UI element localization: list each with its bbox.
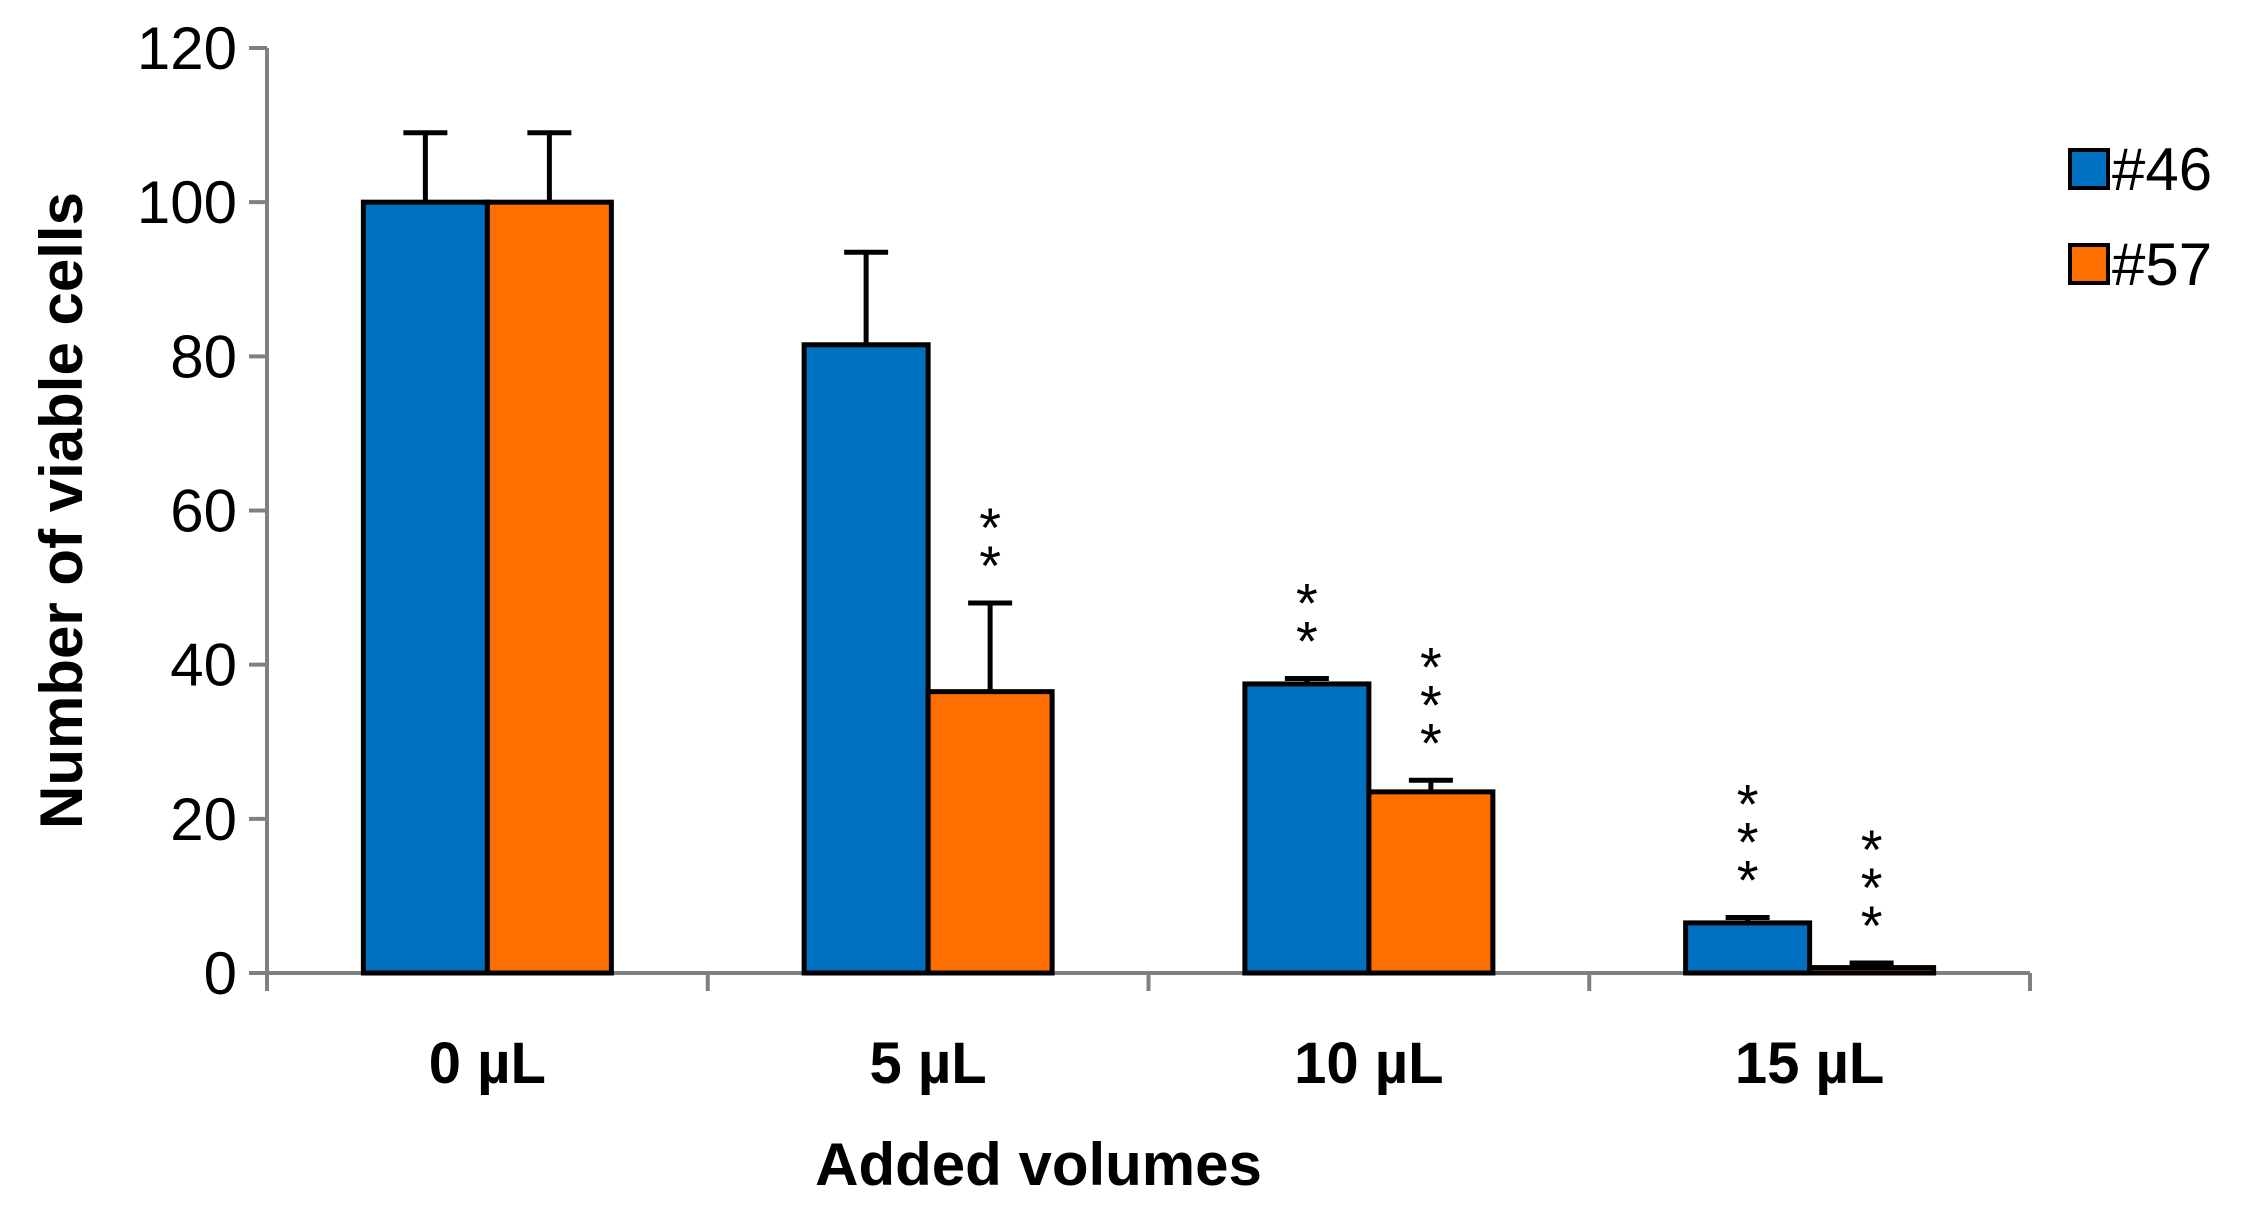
significance-marker: *	[1296, 572, 1318, 635]
y-tick-label: 0	[204, 940, 237, 1007]
significance-marker: *	[1737, 773, 1759, 836]
significance-marker: *	[1861, 856, 1883, 919]
significance-marker: *	[1420, 711, 1442, 774]
significance-marker: *	[1296, 610, 1318, 673]
y-tick-label: 120	[137, 15, 237, 82]
bar	[801, 342, 931, 976]
significance-marker: *	[1861, 818, 1883, 881]
y-tick-label: 80	[170, 323, 237, 390]
significance-marker: *	[979, 496, 1001, 559]
x-tick-label: 0 µL	[429, 1031, 546, 1096]
bars	[360, 130, 1937, 976]
y-tick-label: 40	[170, 632, 237, 699]
x-tick-label: 10 µL	[1294, 1031, 1443, 1096]
significance-marker: *	[1861, 894, 1883, 957]
bar	[360, 199, 490, 976]
y-tick-label: 60	[170, 478, 237, 545]
bar	[484, 199, 614, 976]
bar	[1242, 681, 1372, 976]
y-tick-label: 100	[137, 169, 237, 236]
bar	[925, 689, 1055, 976]
legend-swatch	[2068, 243, 2110, 285]
bar	[1366, 789, 1496, 976]
y-tick-label: 20	[170, 786, 237, 853]
y-axis-title: Number of viable cells	[28, 192, 95, 829]
significance-marker: *	[979, 534, 1001, 597]
legend-label: #57	[2112, 231, 2212, 298]
legend-swatch	[2068, 148, 2110, 190]
legend-label: #46	[2112, 136, 2212, 203]
significance-marker: *	[1737, 811, 1759, 874]
x-tick-label: 5 µL	[870, 1031, 987, 1096]
significance-marker: *	[1737, 849, 1759, 912]
significance-marker: *	[1420, 673, 1442, 736]
bar	[1807, 965, 1937, 976]
bar	[1683, 920, 1813, 976]
legend: #46#57	[2068, 136, 2212, 298]
x-tick-label: 15 µL	[1735, 1031, 1884, 1096]
x-axis-title: Added volumes	[815, 1131, 1262, 1198]
significance-marker: *	[1420, 635, 1442, 698]
